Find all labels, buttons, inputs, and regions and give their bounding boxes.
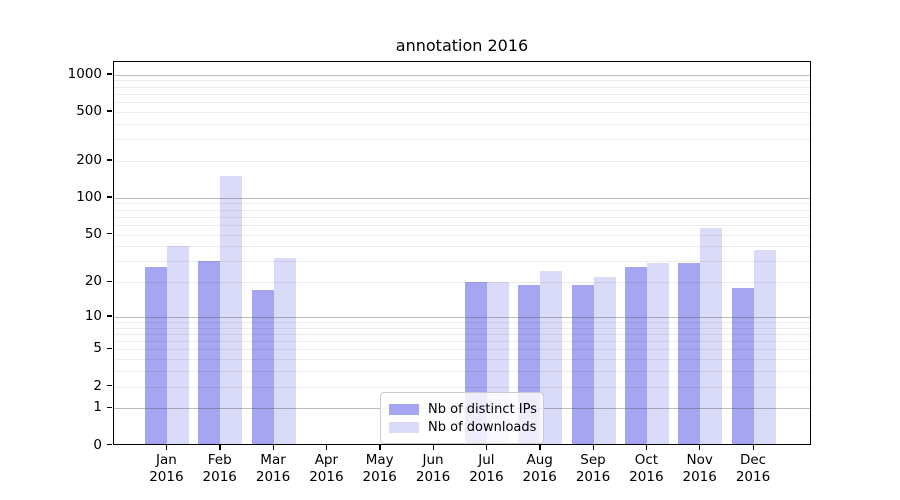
minor-gridline	[114, 282, 810, 284]
x-tick-label: May 2016	[362, 452, 397, 485]
minor-gridline	[114, 93, 810, 95]
minor-gridline	[114, 234, 810, 236]
legend: Nb of distinct IPs Nb of downloads	[380, 392, 544, 444]
x-tick-label: Aug 2016	[522, 452, 557, 485]
bar-distinct-ips	[731, 287, 754, 444]
minor-gridline	[114, 386, 810, 388]
x-tick-mark	[165, 445, 168, 450]
x-tick-mark	[699, 445, 701, 450]
y-tick-mark	[107, 233, 112, 235]
legend-label: Nb of distinct IPs	[428, 401, 537, 417]
x-tick-label: Feb 2016	[202, 452, 237, 485]
bar-downloads	[700, 227, 723, 444]
chart-title: annotation 2016	[395, 36, 529, 55]
minor-gridline	[114, 327, 810, 329]
y-tick-mark	[107, 315, 112, 317]
minor-gridline	[114, 321, 810, 323]
x-tick-label: Nov 2016	[682, 452, 717, 485]
x-tick-mark	[272, 445, 274, 450]
minor-gridline	[114, 333, 810, 335]
minor-gridline	[114, 224, 810, 226]
y-tick-label: 2	[93, 377, 102, 394]
plot-area	[113, 61, 811, 445]
bar-downloads	[220, 176, 243, 444]
bar-distinct-ips	[251, 290, 274, 444]
y-tick-label: 50	[84, 225, 102, 242]
y-tick-mark	[107, 280, 112, 282]
y-tick-mark	[107, 347, 112, 350]
x-tick-mark	[219, 445, 221, 450]
legend-swatch-distinct-ips	[389, 403, 419, 415]
x-tick-mark	[379, 445, 381, 450]
x-tick-label: Sep 2016	[575, 452, 611, 485]
bar-downloads	[540, 270, 563, 444]
x-tick-mark	[752, 445, 754, 450]
minor-gridline	[114, 111, 810, 113]
minor-gridline	[114, 359, 810, 361]
bar-distinct-ips	[571, 284, 594, 444]
minor-gridline	[114, 139, 810, 141]
x-tick-mark	[645, 445, 648, 450]
x-tick-label: Jun 2016	[415, 452, 451, 485]
y-tick-mark	[107, 110, 112, 112]
y-tick-mark	[107, 406, 112, 409]
bar-distinct-ips	[624, 266, 647, 444]
minor-gridline	[114, 216, 810, 218]
minor-gridline	[114, 209, 810, 211]
y-tick-label: 10	[84, 307, 102, 324]
minor-gridline	[114, 123, 810, 125]
bar-downloads	[753, 250, 776, 444]
x-tick-mark	[432, 445, 434, 450]
minor-gridline	[114, 261, 810, 263]
legend-swatch-downloads	[389, 421, 419, 433]
x-tick-label: Jul 2016	[469, 452, 504, 485]
minor-gridline	[114, 371, 810, 373]
bar-distinct-ips	[144, 266, 167, 444]
minor-gridline	[114, 203, 810, 205]
x-tick-mark	[592, 445, 594, 450]
y-tick-label: 0	[93, 436, 102, 453]
y-tick-label: 200	[76, 151, 102, 168]
x-tick-label: Jan 2016	[149, 452, 184, 485]
y-tick-mark	[107, 444, 112, 446]
y-tick-label: 100	[76, 188, 102, 205]
minor-gridline	[114, 341, 810, 343]
bar-downloads	[273, 257, 296, 444]
x-tick-label: Apr 2016	[309, 452, 344, 485]
x-tick-label: Dec 2016	[735, 452, 771, 485]
legend-item-distinct-ips: Nb of distinct IPs	[389, 401, 537, 417]
y-tick-label: 20	[84, 273, 102, 290]
major-gridline	[114, 316, 810, 318]
x-tick-label: Mar 2016	[255, 452, 291, 485]
legend-label: Nb of downloads	[428, 419, 537, 435]
minor-gridline	[114, 246, 810, 248]
y-tick-label: 1	[93, 399, 102, 416]
major-gridline	[114, 197, 810, 199]
y-tick-label: 1000	[67, 65, 102, 82]
y-tick-mark	[107, 385, 112, 387]
minor-gridline	[114, 160, 810, 162]
bar-distinct-ips	[678, 263, 701, 444]
bar-downloads	[166, 246, 189, 444]
minor-gridline	[114, 102, 810, 104]
x-tick-label: Oct 2016	[629, 452, 664, 485]
bar-distinct-ips	[198, 261, 221, 444]
bar-downloads	[646, 263, 669, 444]
y-tick-mark	[107, 73, 112, 75]
x-tick-mark	[485, 445, 488, 450]
y-tick-label: 5	[93, 340, 102, 357]
x-tick-mark	[325, 445, 328, 450]
bar-downloads	[593, 277, 616, 444]
y-tick-label: 500	[76, 102, 102, 119]
minor-gridline	[114, 86, 810, 88]
minor-gridline	[114, 80, 810, 82]
y-tick-mark	[107, 159, 112, 161]
y-tick-mark	[107, 196, 112, 198]
major-gridline	[114, 74, 810, 76]
x-tick-mark	[539, 445, 541, 450]
legend-item-downloads: Nb of downloads	[389, 419, 537, 435]
minor-gridline	[114, 349, 810, 351]
